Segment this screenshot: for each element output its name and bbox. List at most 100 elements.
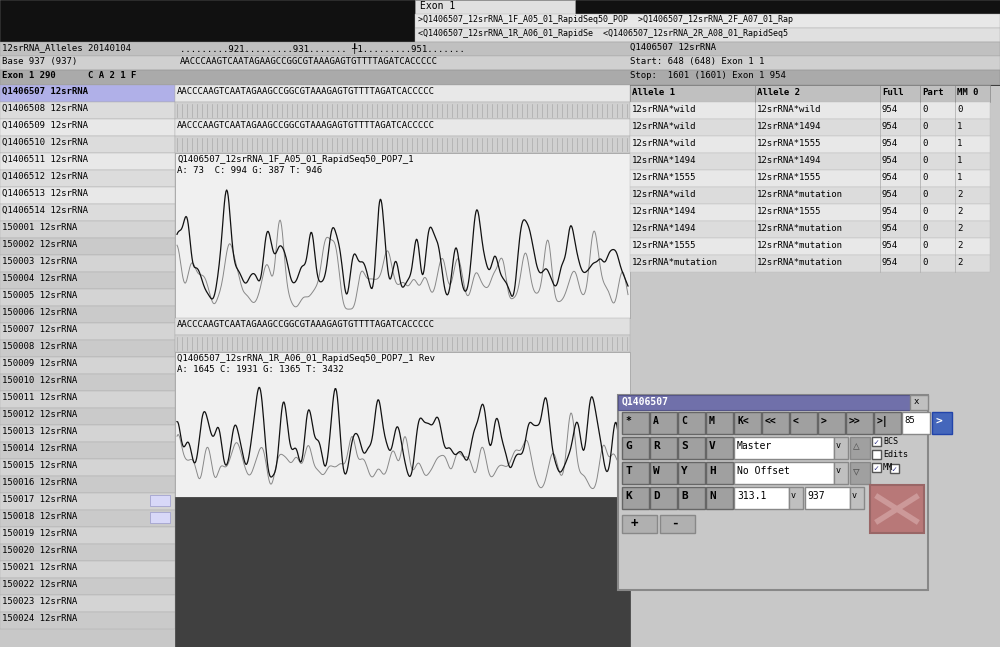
- Text: 150020 12srRNA: 150020 12srRNA: [2, 546, 77, 555]
- Text: MM 0: MM 0: [957, 88, 978, 97]
- Text: Q1406511 12srRNA: Q1406511 12srRNA: [2, 155, 88, 164]
- Bar: [734, 487, 789, 509]
- Bar: [175, 335, 630, 352]
- Text: 0: 0: [922, 241, 927, 250]
- Text: Start: 648 (648) Exon 1 1: Start: 648 (648) Exon 1 1: [630, 57, 764, 66]
- Text: G: G: [625, 441, 632, 451]
- Text: 0: 0: [922, 224, 927, 233]
- Bar: [734, 462, 834, 484]
- Bar: [0, 357, 175, 374]
- Text: A: 73  C: 994 G: 387 T: 946: A: 73 C: 994 G: 387 T: 946: [177, 166, 322, 175]
- Text: 0: 0: [922, 173, 927, 182]
- Text: >>: >>: [849, 416, 861, 426]
- Bar: [630, 136, 990, 153]
- Bar: [618, 395, 928, 590]
- Text: Q1406514 12srRNA: Q1406514 12srRNA: [2, 206, 88, 215]
- Bar: [762, 412, 789, 434]
- Bar: [0, 391, 175, 408]
- Text: 150009 12srRNA: 150009 12srRNA: [2, 359, 77, 368]
- Text: 12srRNA*wild: 12srRNA*wild: [757, 105, 822, 114]
- Text: 12srRNA*1494: 12srRNA*1494: [632, 207, 696, 216]
- Bar: [834, 437, 848, 459]
- Text: Part: Part: [922, 88, 944, 97]
- Text: Y: Y: [681, 466, 688, 476]
- Text: ▽: ▽: [853, 466, 860, 476]
- Bar: [0, 527, 175, 544]
- Bar: [175, 318, 630, 335]
- Bar: [678, 487, 705, 509]
- Text: 150002 12srRNA: 150002 12srRNA: [2, 240, 77, 249]
- Text: 2: 2: [957, 190, 962, 199]
- Bar: [870, 485, 924, 533]
- Text: 0: 0: [922, 207, 927, 216]
- Text: 150017 12srRNA: 150017 12srRNA: [2, 495, 77, 504]
- Text: AACCCAAGTCAATAGAAGCCGGCGTAAAGAGTGTTTTAGATCACCCCC: AACCCAAGTCAATAGAAGCCGGCGTAAAGAGTGTTTTAGA…: [177, 121, 435, 130]
- Bar: [0, 374, 175, 391]
- Text: Q1406509 12srRNA: Q1406509 12srRNA: [2, 121, 88, 130]
- Bar: [0, 544, 175, 561]
- Text: T: T: [625, 466, 632, 476]
- Bar: [175, 85, 630, 102]
- Text: D: D: [653, 491, 660, 501]
- Bar: [175, 153, 630, 318]
- Text: 150018 12srRNA: 150018 12srRNA: [2, 512, 77, 521]
- Bar: [0, 408, 175, 425]
- Bar: [872, 437, 881, 446]
- Bar: [834, 462, 848, 484]
- Text: 12srRNA*1494: 12srRNA*1494: [632, 156, 696, 165]
- Text: AACCCAAGTCAATAGAAGCCGGCGTAAAGAGTGTTTTAGATCACCCCC: AACCCAAGTCAATAGAAGCCGGCGTAAAGAGTGTTTTAGA…: [180, 57, 438, 66]
- Bar: [890, 464, 899, 473]
- Text: BCS: BCS: [883, 437, 898, 446]
- Text: v: v: [791, 491, 796, 500]
- Text: Q1406512 12srRNA: Q1406512 12srRNA: [2, 172, 88, 181]
- Text: 12srRNA*1494: 12srRNA*1494: [757, 156, 822, 165]
- Bar: [0, 42, 1000, 56]
- Text: v: v: [836, 466, 841, 475]
- Text: 150021 12srRNA: 150021 12srRNA: [2, 563, 77, 572]
- Text: 12srRNA*wild: 12srRNA*wild: [632, 190, 696, 199]
- Text: Q1406510 12srRNA: Q1406510 12srRNA: [2, 138, 88, 147]
- Text: 954: 954: [882, 173, 898, 182]
- Bar: [630, 187, 990, 204]
- Bar: [0, 340, 175, 357]
- Text: 954: 954: [882, 122, 898, 131]
- Bar: [622, 487, 649, 509]
- Text: <: <: [793, 416, 799, 426]
- Text: R: R: [653, 441, 660, 451]
- Text: 0: 0: [922, 105, 927, 114]
- Text: Q1406507 12srRNA: Q1406507 12srRNA: [630, 43, 716, 52]
- Text: 85: 85: [904, 416, 915, 425]
- Text: Stop:  1601 (1601) Exon 1 954: Stop: 1601 (1601) Exon 1 954: [630, 71, 786, 80]
- Bar: [805, 487, 850, 509]
- Bar: [678, 462, 705, 484]
- Bar: [0, 323, 175, 340]
- Text: 2: 2: [957, 207, 962, 216]
- Text: 954: 954: [882, 207, 898, 216]
- Text: 150014 12srRNA: 150014 12srRNA: [2, 444, 77, 453]
- Text: 150004 12srRNA: 150004 12srRNA: [2, 274, 77, 283]
- Text: >: >: [936, 416, 943, 426]
- Text: 12srRNA*wild: 12srRNA*wild: [632, 122, 696, 131]
- Text: 150012 12srRNA: 150012 12srRNA: [2, 410, 77, 419]
- Bar: [622, 462, 649, 484]
- Bar: [0, 272, 175, 289]
- Text: ✓: ✓: [891, 465, 896, 474]
- Bar: [415, 28, 1000, 42]
- Bar: [0, 0, 1000, 85]
- Text: 1: 1: [957, 173, 962, 182]
- Text: Q1406507_12srRNA_1R_A06_01_RapidSeq50_POP7_1 Rev: Q1406507_12srRNA_1R_A06_01_RapidSeq50_PO…: [177, 354, 435, 363]
- Bar: [0, 510, 175, 527]
- Bar: [175, 119, 630, 136]
- Text: 954: 954: [882, 224, 898, 233]
- Bar: [0, 612, 175, 629]
- Text: *: *: [625, 416, 631, 426]
- Text: 954: 954: [882, 258, 898, 267]
- Text: K: K: [625, 491, 632, 501]
- Bar: [0, 289, 175, 306]
- Bar: [630, 119, 990, 136]
- Bar: [0, 578, 175, 595]
- Bar: [622, 437, 649, 459]
- Bar: [175, 497, 630, 647]
- Text: ✓: ✓: [873, 438, 878, 447]
- Text: <Q1406507_12srRNA_1R_A06_01_RapidSe  <Q1406507_12srRNA_2R_A08_01_RapidSeq5: <Q1406507_12srRNA_1R_A06_01_RapidSe <Q14…: [418, 29, 788, 38]
